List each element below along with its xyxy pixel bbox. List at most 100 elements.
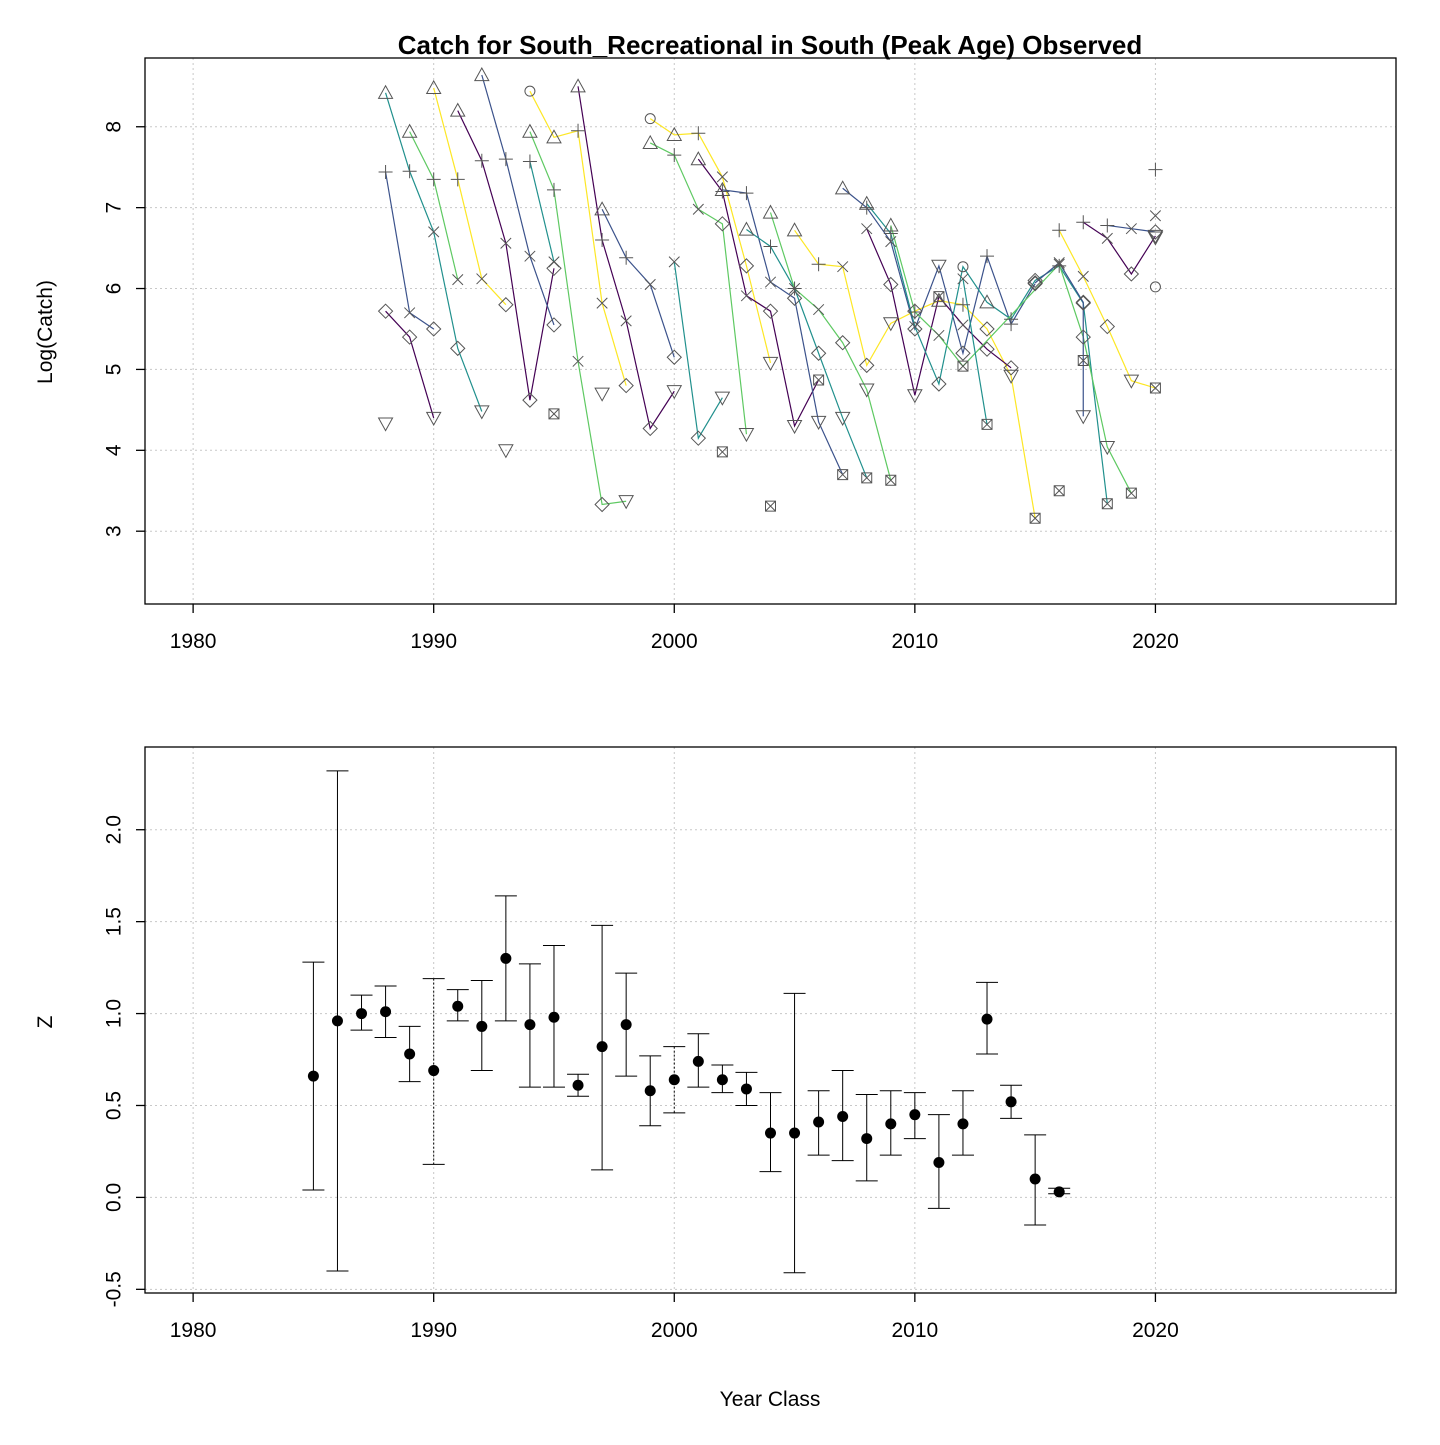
z-estimate-point	[356, 1008, 368, 1020]
data-point-plus	[522, 154, 537, 169]
data-point-plus	[1004, 312, 1019, 327]
z-estimate-point	[957, 1118, 969, 1130]
data-point-plus	[498, 152, 513, 167]
z-estimate-point	[404, 1048, 416, 1060]
z-estimate-point	[981, 1013, 993, 1025]
data-point-triangle-down	[931, 259, 947, 274]
x-tick-label: 1980	[170, 1319, 217, 1342]
y-tick-label: 8	[103, 121, 126, 133]
data-point-triangle-down	[594, 387, 610, 402]
data-point-diamond	[1075, 294, 1091, 310]
data-point-diamond	[810, 345, 827, 361]
data-point-plus	[571, 123, 586, 138]
data-point-diamond	[762, 303, 779, 319]
data-point-diamond	[618, 377, 634, 394]
cohort-series-line	[1058, 230, 1156, 389]
data-point-x	[1077, 270, 1089, 283]
data-point-triangle-down	[882, 317, 899, 332]
z-estimate-point	[307, 1070, 319, 1082]
data-point-triangle-up	[834, 180, 851, 195]
data-point-square-x	[1125, 487, 1137, 499]
z-estimate-point	[428, 1065, 440, 1077]
z-estimate-point	[1053, 1186, 1065, 1198]
data-point-triangle-down	[738, 428, 755, 443]
data-point-x	[861, 223, 873, 235]
data-point-x	[668, 256, 680, 268]
z-estimate-point	[740, 1083, 752, 1095]
data-point-diamond	[690, 430, 707, 446]
data-point-plus	[619, 250, 634, 265]
data-point-plus	[1052, 258, 1067, 273]
y-tick-label: 0.5	[103, 1091, 126, 1120]
data-point-plus	[859, 200, 874, 215]
data-point-diamond	[714, 216, 731, 232]
data-point-triangle-down	[377, 417, 394, 432]
cohort-series-line	[697, 158, 820, 428]
cohort-series-line	[673, 261, 723, 440]
data-point-triangle-up	[522, 123, 538, 138]
data-point-triangle-down	[1075, 410, 1092, 425]
data-point-circle	[957, 261, 969, 273]
data-point-plus	[811, 257, 826, 272]
data-point-triangle-up	[666, 126, 683, 141]
data-point-square-x	[933, 291, 945, 303]
z-estimate-point	[500, 952, 512, 964]
cohort-series-line	[866, 203, 1108, 504]
data-point-square-x	[813, 374, 825, 386]
cohort-series-line	[529, 161, 555, 262]
y-tick-label: 7	[103, 202, 126, 214]
data-point-plus	[955, 297, 970, 312]
data-point-diamond	[450, 340, 466, 357]
z-estimate-point	[885, 1118, 897, 1130]
data-point-diamond	[401, 329, 418, 345]
data-point-x	[837, 261, 849, 273]
data-point-triangle-up	[473, 66, 490, 82]
x-tick-label: 2020	[1132, 630, 1179, 653]
data-point-diamond	[522, 392, 538, 408]
data-point-triangle-up	[714, 181, 731, 196]
z-estimate-point	[596, 1041, 608, 1053]
z-estimate-point	[524, 1019, 536, 1031]
data-point-triangle-up	[882, 217, 899, 232]
data-point-plus	[787, 281, 802, 296]
z-estimate-point	[1005, 1096, 1017, 1108]
data-point-circle	[644, 113, 656, 125]
data-point-x	[404, 307, 416, 319]
y-tick-label: 0.0	[103, 1183, 126, 1212]
cohort-series-line	[1082, 221, 1156, 276]
x-tick-label: 2000	[651, 1319, 698, 1342]
data-point-square-x	[957, 360, 969, 372]
data-point-square-x	[1101, 498, 1113, 510]
data-point-x	[957, 273, 969, 285]
data-point-triangle-up	[570, 78, 586, 93]
z-estimate-point	[644, 1085, 656, 1097]
data-point-plus	[1052, 223, 1067, 238]
data-point-plus	[1100, 218, 1115, 233]
data-point-triangle-down	[906, 389, 923, 404]
z-estimate-point	[765, 1127, 776, 1139]
data-point-diamond	[642, 420, 658, 437]
data-point-diamond	[738, 258, 755, 274]
data-point-triangle-down	[425, 411, 442, 426]
bottom-x-axis-title: Year Class	[720, 1388, 821, 1411]
data-point-diamond	[1075, 295, 1091, 311]
data-point-square-x	[548, 408, 560, 420]
data-point-diamond	[498, 297, 514, 313]
data-point-diamond	[546, 317, 562, 333]
cohort-series-line	[433, 87, 507, 306]
data-point-plus	[1148, 162, 1163, 177]
top-plot-panel: 1980 1990 2000 2010 2020 3 4 5 6 7 8	[103, 57, 1397, 653]
data-point-diamond	[1099, 318, 1116, 335]
data-point-triangle-up	[690, 151, 707, 166]
data-point-plus	[980, 249, 995, 264]
data-point-diamond	[955, 345, 971, 361]
data-point-diamond	[377, 303, 394, 319]
x-tick-label: 1990	[410, 1319, 457, 1342]
data-point-triangle-up	[642, 134, 659, 150]
data-point-x	[572, 355, 584, 367]
data-point-x	[692, 203, 704, 215]
data-point-plus	[546, 182, 561, 197]
bottom-plot-panel: 1980 1990 2000 2010 2020 -0.5 0.0 0.5 1.0 1.5 2.0	[103, 746, 1397, 1342]
